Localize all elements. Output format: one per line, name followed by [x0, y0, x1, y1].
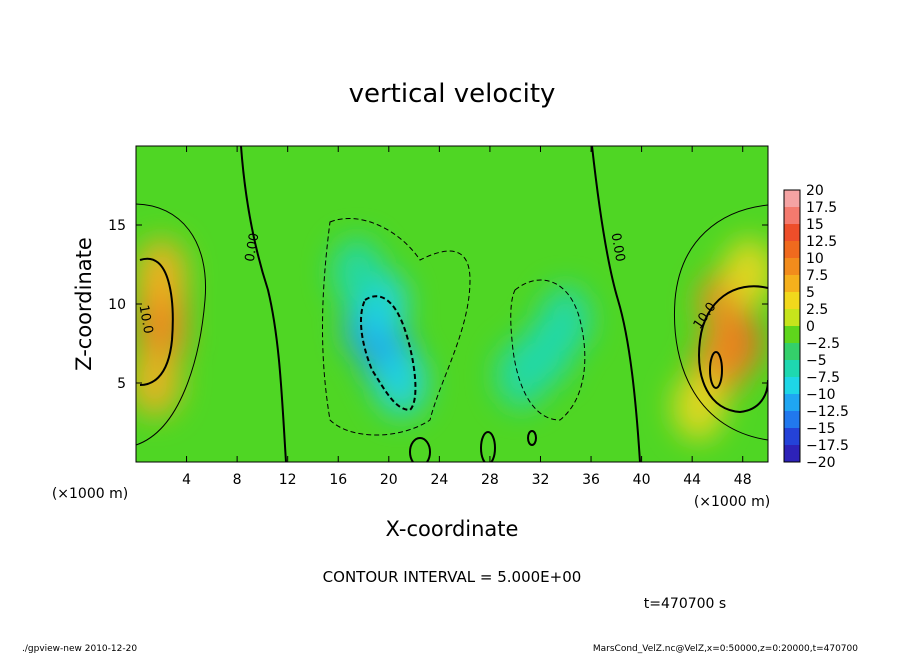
x-tick-label: 8 — [233, 472, 242, 488]
surface-cell-3 — [527, 430, 537, 446]
footer-left: ./gpview-new 2010-12-20 — [22, 644, 137, 654]
surface-cells — [409, 351, 723, 462]
colorbar-swatch — [784, 241, 800, 258]
field-cells — [136, 238, 768, 441]
y-tick-label: 15 — [108, 218, 126, 234]
colorbar-swatch — [784, 377, 800, 394]
y-axis-ticks: 5 10 15 — [108, 218, 768, 392]
x-tick-label: 12 — [279, 472, 297, 488]
colorbar-label: 15 — [806, 217, 824, 233]
x-tick-label: 40 — [633, 472, 651, 488]
colorbar-frame — [783, 189, 801, 463]
colorbar-label: 10 — [806, 251, 824, 267]
x-tick-label: 32 — [532, 472, 550, 488]
field-cell — [331, 238, 384, 307]
field-cell — [495, 341, 548, 410]
field-cell — [539, 285, 592, 354]
colorbar-swatch — [784, 445, 800, 462]
x-unit-left: (×1000 m) — [52, 486, 128, 502]
x-tick-label: 16 — [329, 472, 347, 488]
colorbar-swatch — [784, 428, 800, 445]
colorbar-label: 12.5 — [806, 234, 837, 250]
x-axis-label: X-coordinate — [386, 517, 519, 541]
colorbar: 2017.51512.5107.552.50−2.5−5−7.5−10−12.5… — [783, 183, 849, 471]
colorbar-label: 20 — [806, 183, 824, 199]
field-cell — [136, 349, 181, 417]
colorbar-label: 0 — [806, 319, 815, 335]
x-axis-ticks: 4 8 12 16 20 24 28 32 36 40 44 48 — [182, 146, 752, 488]
colorbar-swatch — [784, 411, 800, 428]
colorbar-swatch — [784, 275, 800, 292]
colorbar-swatch — [784, 190, 800, 207]
y-axis-label: Z-coordinate — [72, 237, 96, 371]
field-cell — [375, 349, 428, 417]
surface-cell-4 — [709, 351, 723, 389]
surface-cell-2 — [480, 431, 496, 462]
contour-5-right — [673, 204, 768, 441]
colorbar-swatch — [784, 292, 800, 309]
contour-neg10-center — [360, 295, 417, 412]
colorbar-swatch — [784, 258, 800, 275]
y-tick-label: 5 — [117, 376, 126, 392]
colorbar-label: −12.5 — [806, 404, 849, 420]
colorbar-swatch — [784, 326, 800, 343]
zero-contour-right — [591, 146, 641, 462]
negative-contours — [322, 217, 586, 436]
x-tick-label: 4 — [182, 472, 191, 488]
colorbar-label: −7.5 — [806, 370, 840, 386]
zero-contour-left — [240, 146, 287, 462]
x-tick-label: 24 — [430, 472, 448, 488]
colorbar-label: 2.5 — [806, 302, 828, 318]
plot-area — [136, 146, 768, 462]
field-background — [136, 146, 768, 462]
field-cell — [723, 238, 768, 307]
colorbar-swatch — [784, 309, 800, 326]
colorbar-swatch — [784, 224, 800, 241]
contour-lines — [136, 146, 768, 462]
contour-10-right — [698, 285, 768, 414]
x-tick-label: 48 — [734, 472, 752, 488]
contour-neg5-center — [322, 217, 471, 436]
field-cell — [672, 372, 725, 441]
colorbar-swatch — [784, 394, 800, 411]
colorbar-swatch — [784, 343, 800, 360]
contour-label: 0.00 — [608, 232, 628, 263]
x-tick-label: 36 — [582, 472, 600, 488]
colorbar-swatch — [784, 360, 800, 377]
surface-cell-1 — [409, 437, 431, 462]
colorbar-label: −17.5 — [806, 438, 849, 454]
colorbar-label: 17.5 — [806, 200, 837, 216]
x-tick-label: 28 — [481, 472, 499, 488]
chart-title: vertical velocity — [349, 79, 556, 109]
time-stamp: t=470700 s — [644, 596, 726, 612]
colorbar-swatch — [784, 207, 800, 224]
x-tick-label: 44 — [683, 472, 701, 488]
contour-10-left — [139, 257, 174, 386]
contour-label: 0.00 — [243, 232, 263, 263]
colorbar-label: −20 — [806, 455, 836, 471]
colorbar-label: −10 — [806, 387, 836, 403]
field-cell — [136, 238, 188, 307]
contour-interval: CONTOUR INTERVAL = 5.000E+00 — [323, 568, 582, 586]
colorbar-label: −5 — [806, 353, 827, 369]
x-tick-label: 20 — [380, 472, 398, 488]
x-unit-right: (×1000 m) — [694, 494, 770, 510]
footer-right: MarsCond_VelZ.nc@VelZ,x=0:50000,z=0:2000… — [593, 644, 858, 654]
colorbar-label: −2.5 — [806, 336, 840, 352]
contour-5-left — [136, 203, 207, 446]
colorbar-label: 7.5 — [806, 268, 828, 284]
contour-label: 10.0 — [136, 304, 156, 335]
y-tick-label: 10 — [108, 297, 126, 313]
colorbar-label: −15 — [806, 421, 836, 437]
colorbar-label: 5 — [806, 285, 815, 301]
